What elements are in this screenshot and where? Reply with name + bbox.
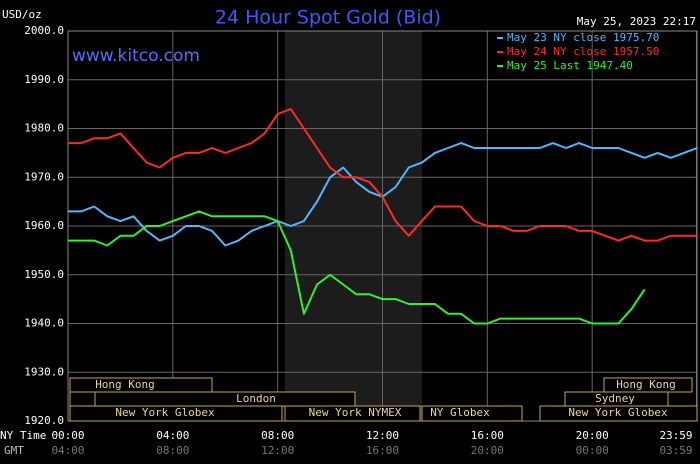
session-label: Sydney — [595, 392, 635, 405]
x-tick-label: 12:00 — [366, 429, 399, 442]
legend-label: May 24 NY close 1957.50 — [507, 45, 659, 58]
x-axis-label: NY Time — [0, 429, 46, 442]
session-label: New York Globex — [115, 406, 215, 419]
chart-title: 24 Hour Spot Gold (Bid) — [215, 7, 441, 29]
y-tick-label: 1920.0 — [24, 414, 64, 427]
x2-tick-label: 04:00 — [51, 444, 84, 457]
session-label: Hong Kong — [95, 378, 155, 391]
x2-tick-label: 16:00 — [366, 444, 399, 457]
y-tick-label: 1950.0 — [24, 268, 64, 281]
session-box — [69, 405, 283, 422]
session-label: New York NYMEX — [309, 406, 402, 419]
timestamp: May 25, 2023 22:17 — [577, 15, 696, 28]
x2-axis-label: GMT — [4, 444, 24, 457]
session-label: NY Globex — [430, 406, 490, 419]
session-box — [94, 391, 356, 407]
x-tick-label: 08:00 — [261, 429, 294, 442]
y-tick-label: 2000.0 — [24, 24, 64, 37]
x2-tick-label: 08:00 — [156, 444, 189, 457]
x-tick-label: 00:00 — [51, 429, 84, 442]
y-tick-label: 1930.0 — [24, 365, 64, 378]
x2-tick-label: 03:59 — [659, 444, 692, 457]
session-box — [69, 391, 96, 407]
x-tick-label: 20:00 — [576, 429, 609, 442]
website: www.kitco.com — [72, 46, 200, 66]
x2-tick-label: 00:00 — [576, 444, 609, 457]
x-tick-label: 04:00 — [156, 429, 189, 442]
sessions: Hong Kong London New York Globex New Yor… — [69, 377, 698, 422]
y-axis-label: USD/oz — [2, 8, 42, 21]
session-box — [603, 377, 693, 393]
x-tick-label: 16:00 — [471, 429, 504, 442]
session-label: London — [236, 392, 276, 405]
x2-tick-label: 20:00 — [471, 444, 504, 457]
session-box — [284, 405, 421, 422]
y-tick-label: 1940.0 — [24, 317, 64, 330]
y-tick-label: 1990.0 — [24, 73, 64, 86]
legend-label: May 25 Last 1947.40 — [507, 59, 633, 72]
session-box — [539, 405, 698, 422]
series-line — [68, 108, 697, 242]
session-box — [421, 405, 523, 422]
y-tick-label: 1960.0 — [24, 219, 64, 232]
session-label: Hong Kong — [616, 378, 676, 391]
y-tick-label: 1980.0 — [24, 122, 64, 135]
x2-tick-label: 12:00 — [261, 444, 294, 457]
series-line — [68, 210, 646, 325]
x-tick-label: 23:59 — [659, 429, 692, 442]
y-tick-label: 1970.0 — [24, 170, 64, 183]
session-label: New York Globex — [568, 406, 668, 419]
legend-label: May 23 NY close 1975.70 — [507, 31, 659, 44]
